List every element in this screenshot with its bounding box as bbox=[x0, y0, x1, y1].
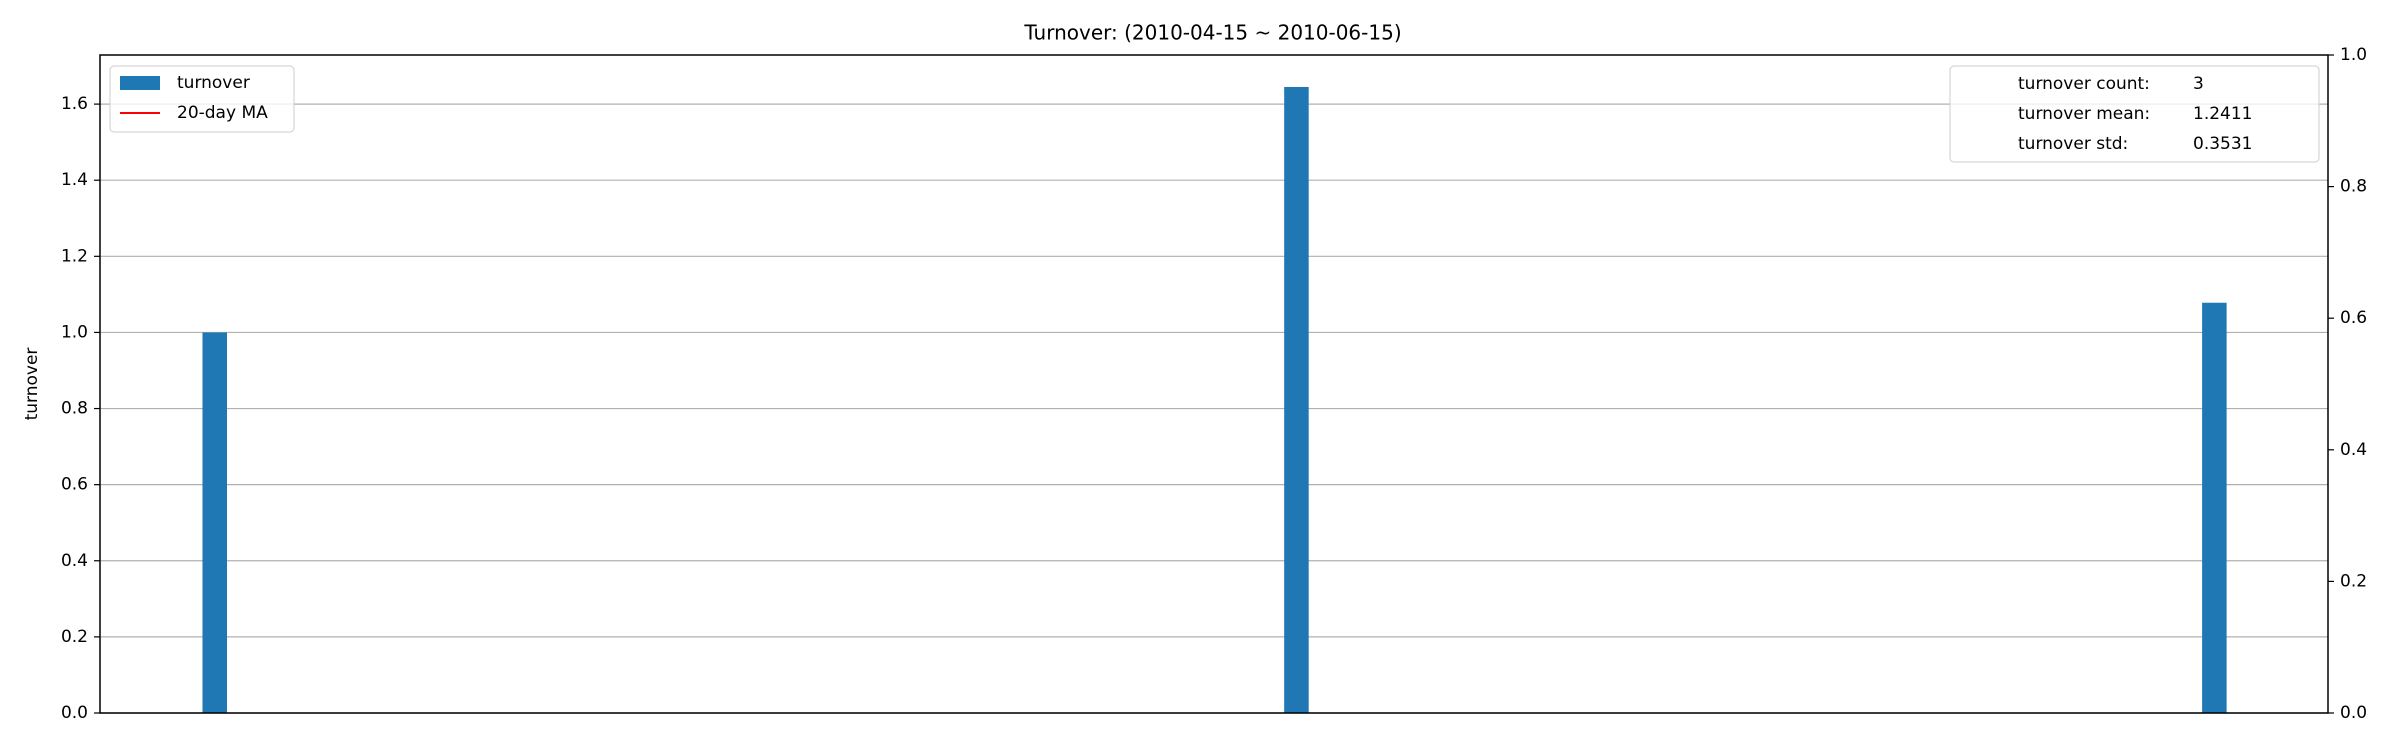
y-tick-label: 1.2 bbox=[61, 246, 88, 266]
bar bbox=[2202, 302, 2227, 713]
bar bbox=[1284, 86, 1309, 714]
y-tick-label: 0.2 bbox=[61, 627, 88, 647]
stats-value: 1.2411 bbox=[2193, 104, 2252, 124]
y-tick-label: 1.4 bbox=[61, 170, 88, 190]
y2-tick-label: 0.2 bbox=[2340, 571, 2367, 591]
stats-label: turnover mean: bbox=[2018, 104, 2150, 124]
bar bbox=[202, 332, 227, 713]
y-axis-label: turnover bbox=[22, 348, 42, 421]
stats-label: turnover std: bbox=[2018, 134, 2128, 154]
legend-label: 20-day MA bbox=[177, 103, 268, 123]
chart-title: Turnover: (2010-04-15 ~ 2010-06-15) bbox=[1023, 21, 1401, 45]
y2-tick-label: 0.6 bbox=[2340, 308, 2367, 328]
stats-value: 0.3531 bbox=[2193, 134, 2252, 154]
y2-tick-label: 0.8 bbox=[2340, 177, 2367, 197]
legend-label: turnover bbox=[177, 73, 250, 93]
y2-tick-label: 0.0 bbox=[2340, 703, 2367, 723]
stats-label: turnover count: bbox=[2018, 74, 2150, 94]
y-tick-label: 1.0 bbox=[61, 322, 88, 342]
y2-tick-label: 1.0 bbox=[2340, 45, 2367, 65]
y-tick-label: 0.0 bbox=[61, 703, 88, 723]
stats-value: 3 bbox=[2193, 74, 2204, 94]
plot-frame bbox=[99, 54, 2329, 714]
legend-swatch bbox=[120, 76, 160, 90]
y-tick-label: 0.6 bbox=[61, 475, 88, 495]
y2-tick-label: 0.4 bbox=[2340, 440, 2367, 460]
y-tick-label: 0.4 bbox=[61, 551, 88, 571]
y-tick-label: 1.6 bbox=[61, 94, 88, 114]
y-tick-label: 0.8 bbox=[61, 399, 88, 419]
stats-box bbox=[1949, 65, 2320, 163]
